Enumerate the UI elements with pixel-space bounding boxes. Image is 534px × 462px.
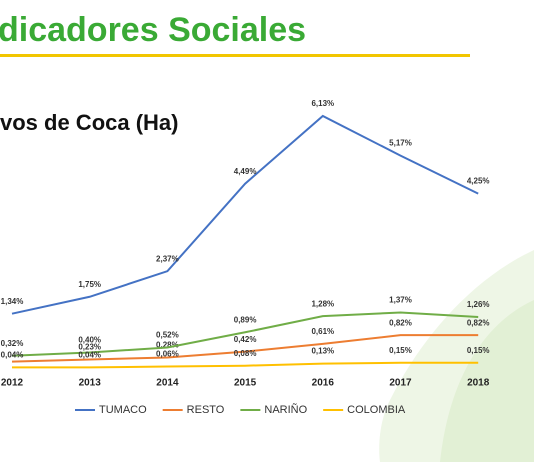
data-label: 2,37% (156, 254, 179, 263)
data-label: 4,25% (467, 177, 490, 186)
data-label: 1,34% (1, 297, 24, 306)
data-label: 0,82% (467, 318, 490, 327)
series-line (12, 361, 479, 369)
x-tick-label: 2012 (1, 378, 24, 389)
data-label: 4,49% (234, 167, 257, 176)
data-label: 0,23% (78, 343, 101, 352)
slide-title: dicadores Sociales (0, 11, 306, 49)
data-label: 1,26% (467, 300, 490, 309)
x-tick-label: 2013 (79, 378, 102, 389)
data-label: 6,13% (311, 99, 334, 108)
data-label: 0,82% (389, 318, 412, 327)
x-tick-label: 2018 (467, 378, 490, 389)
data-label: 0,15% (389, 346, 412, 355)
data-label: 0,04% (78, 350, 101, 359)
data-label: 0,89% (234, 315, 257, 324)
data-label: 0,13% (311, 347, 334, 356)
x-tick-label: 2016 (312, 378, 335, 389)
chart-title: vos de Coca (Ha) (0, 110, 179, 135)
decoration (440, 300, 534, 462)
data-label: 0,52% (156, 331, 179, 340)
data-label: 0,42% (234, 335, 257, 344)
data-label: 1,75% (78, 280, 101, 289)
data-label: 5,17% (389, 139, 412, 148)
data-label: 0,08% (234, 349, 257, 358)
data-label: 0,06% (156, 350, 179, 359)
data-label: 0,15% (467, 346, 490, 355)
x-tick-label: 2014 (156, 378, 179, 389)
series-line (11, 334, 479, 363)
data-label: 0,32% (1, 339, 24, 348)
legend-label: NARIÑO (264, 403, 307, 416)
data-label: 1,37% (389, 296, 412, 305)
series-line (11, 114, 479, 315)
data-label: 1,28% (311, 299, 334, 308)
legend-label: TUMACO (99, 404, 147, 416)
x-tick-label: 2015 (234, 378, 257, 389)
data-label: 0,28% (156, 341, 179, 350)
data-label: 0,61% (311, 327, 334, 336)
legend-label: RESTO (187, 404, 225, 416)
title-underline (0, 54, 470, 57)
legend-label: COLOMBIA (347, 404, 406, 416)
data-label: 0,40% (78, 336, 101, 345)
x-tick-label: 2017 (389, 378, 412, 389)
data-label: 0,04% (1, 350, 24, 359)
series-line (11, 311, 479, 357)
